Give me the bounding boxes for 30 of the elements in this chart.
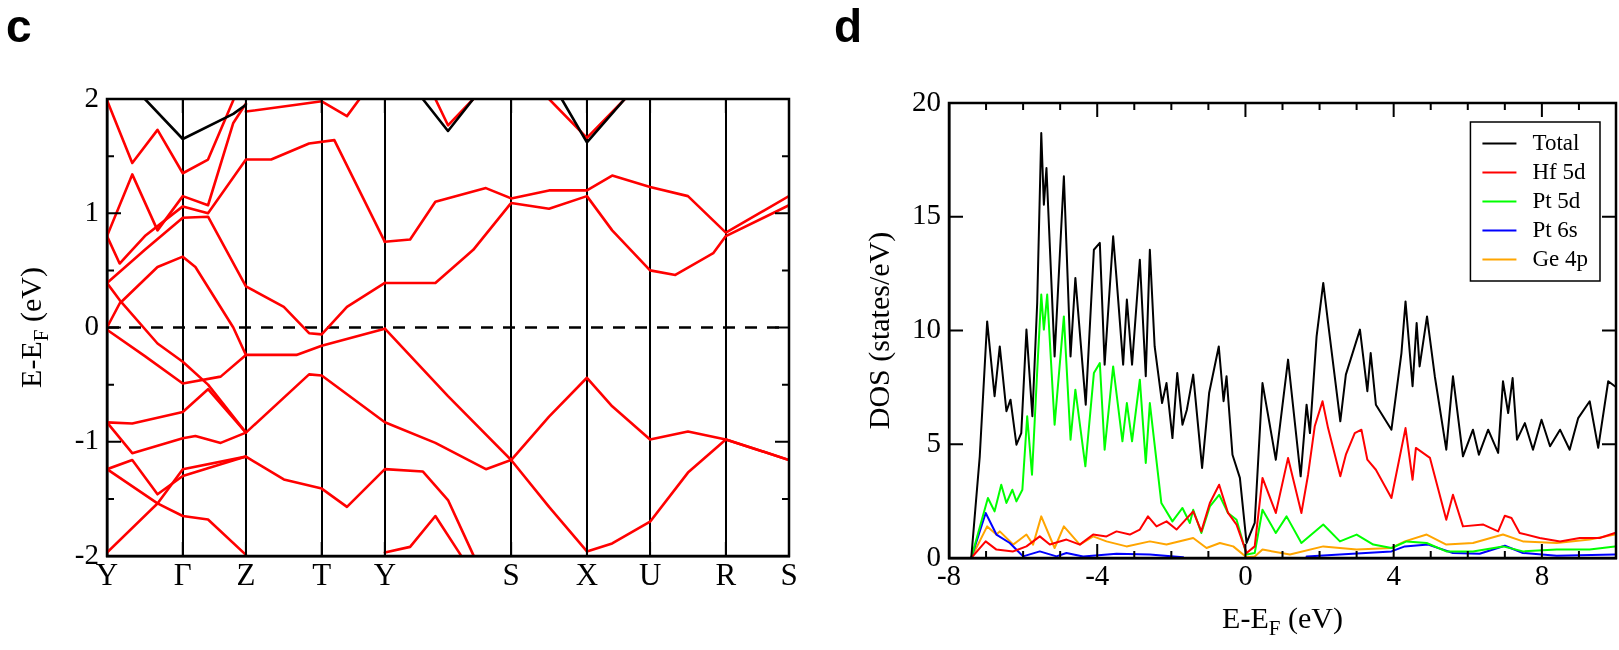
x-tick-label: 8: [1534, 559, 1550, 592]
y-tick-label: 2: [84, 80, 99, 113]
x-tick-label: U: [638, 556, 662, 592]
x-tick-label: S: [780, 556, 798, 592]
y-tick-label: 0: [84, 309, 99, 342]
x-tick-label: 0: [1238, 559, 1253, 592]
y-tick-label: 1: [84, 194, 99, 227]
chart-title: d: [834, 0, 863, 52]
y-tick-label: -1: [74, 423, 99, 456]
y-axis-title: E-EF (eV): [13, 267, 53, 388]
y-tick-label: 15: [912, 198, 941, 231]
y-tick-label: 5: [926, 425, 941, 458]
x-tick-label: 4: [1386, 559, 1402, 592]
legend-label: Hf 5d: [1532, 158, 1586, 184]
legend-label: Ge 4p: [1532, 245, 1589, 271]
x-tick-label: -4: [1085, 559, 1110, 592]
legend-label: Pt 5d: [1532, 187, 1581, 213]
x-tick-label: Z: [236, 556, 256, 592]
y-tick-label: 10: [912, 312, 941, 345]
x-tick-label: R: [715, 556, 737, 592]
legend-label: Total: [1532, 129, 1580, 155]
x-tick-label: X: [575, 556, 599, 592]
x-tick-label: Y: [373, 556, 397, 592]
chart-title: c: [6, 0, 32, 52]
legend-label: Pt 6s: [1532, 216, 1578, 242]
y-axis-title: DOS (states/eV): [861, 231, 896, 430]
x-tick-label: S: [502, 556, 520, 592]
x-tick-label: T: [312, 556, 332, 592]
x-tick-label: Γ: [173, 556, 192, 592]
y-tick-label: 20: [912, 84, 941, 117]
